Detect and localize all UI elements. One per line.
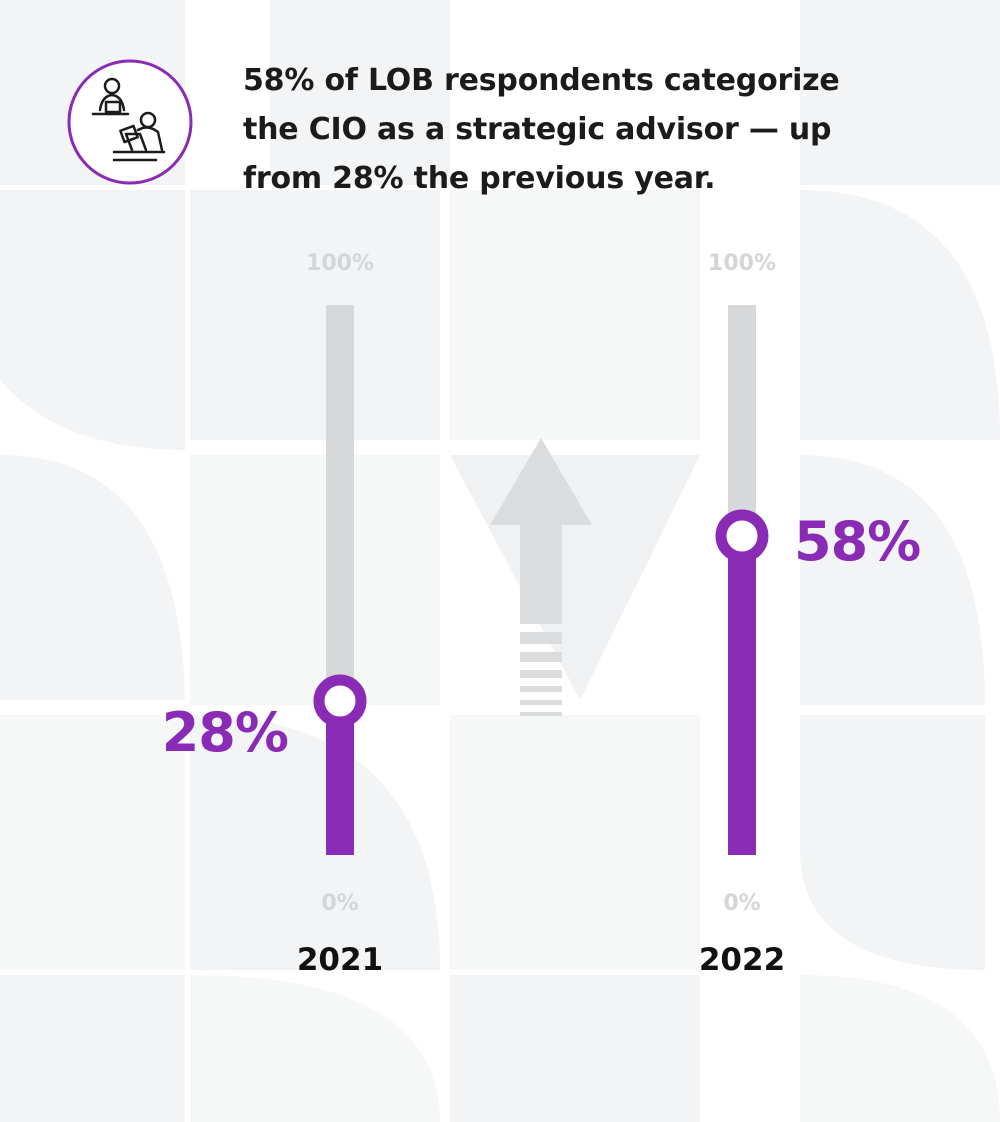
increase-arrow-icon [490, 438, 592, 716]
headline-line-2: the CIO as a strategic advisor — up [243, 112, 832, 147]
tick-label-top: 100% [306, 251, 374, 276]
gauge-fill-bar [728, 536, 756, 855]
headline-line-3: from 28% the previous year. [243, 161, 716, 196]
arrow-stripe [520, 652, 562, 662]
data-label: 28% [162, 701, 288, 764]
arrow-stripe [520, 712, 562, 716]
gauge-marker [715, 509, 769, 563]
tick-label-top: 100% [708, 251, 776, 276]
category-label: 2021 [297, 942, 383, 978]
arrow-stripe [520, 670, 562, 678]
headline-line-1: 58% of LOB respondents categorize [243, 63, 840, 98]
gauge-marker [313, 674, 367, 728]
headline: 58% of LOB respondents categorize the CI… [243, 56, 943, 203]
arrow-stripe [520, 700, 562, 705]
arrow-shaft [520, 524, 562, 624]
people-at-desk-icon [67, 59, 193, 185]
arrow-stripe [520, 686, 562, 692]
arrow-head [490, 438, 592, 525]
category-label: 2022 [699, 942, 785, 978]
data-label: 58% [794, 510, 920, 573]
arrow-stripe [520, 632, 562, 644]
tick-label-bottom: 0% [321, 891, 358, 916]
tick-label-bottom: 0% [723, 891, 760, 916]
